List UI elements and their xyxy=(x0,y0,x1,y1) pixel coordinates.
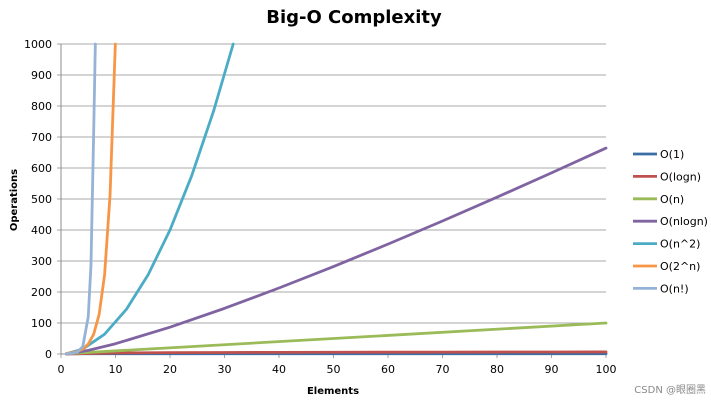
x-tick-label: 10 xyxy=(109,363,123,376)
legend-label-1: O(logn) xyxy=(660,170,701,183)
legend: O(1) O(logn) O(n) O(nlogn) O(n^2) O(2^n) O(n!) xyxy=(633,148,708,295)
y-axis-label: Operations xyxy=(9,169,20,231)
x-axis-label: Elements xyxy=(307,386,359,397)
series-line-2 xyxy=(65,321,608,356)
x-tick-label: 50 xyxy=(327,363,341,376)
axes xyxy=(57,43,607,358)
x-tick-label: 60 xyxy=(381,363,395,376)
x-tick-label: 30 xyxy=(218,363,232,376)
y-tick-label: 0 xyxy=(45,348,52,361)
y-tick-label: 600 xyxy=(31,162,52,175)
series-lines xyxy=(65,42,608,356)
y-tick-label: 700 xyxy=(31,131,52,144)
x-tick-label: 0 xyxy=(58,363,65,376)
legend-label-0: O(1) xyxy=(660,148,684,161)
legend-label-6: O(n!) xyxy=(660,282,689,295)
x-tick-label: 40 xyxy=(272,363,286,376)
chart-title: Big-O Complexity xyxy=(266,7,442,28)
x-tick-label: 100 xyxy=(596,363,617,376)
series-line-3 xyxy=(65,146,608,356)
x-tick-label: 20 xyxy=(163,363,177,376)
series-line-6 xyxy=(65,42,97,356)
legend-label-2: O(n) xyxy=(660,193,684,206)
legend-label-3: O(nlogn) xyxy=(660,215,708,228)
x-tick-label: 90 xyxy=(545,363,559,376)
watermark-text: CSDN @眼圈黑 xyxy=(634,384,706,396)
y-tick-label: 200 xyxy=(31,286,52,299)
y-tick-label: 400 xyxy=(31,224,52,237)
y-tick-label: 1000 xyxy=(24,38,52,51)
gridlines xyxy=(61,43,606,324)
y-tick-label: 500 xyxy=(31,193,52,206)
y-tick-label: 900 xyxy=(31,69,52,82)
legend-label-4: O(n^2) xyxy=(660,238,700,251)
x-tick-label: 80 xyxy=(490,363,504,376)
x-tick-label: 70 xyxy=(436,363,450,376)
y-tick-label: 800 xyxy=(31,100,52,113)
y-tick-label: 100 xyxy=(31,317,52,330)
y-tick-label: 300 xyxy=(31,255,52,268)
series-line-1 xyxy=(65,350,608,356)
series-line-4 xyxy=(65,42,235,356)
legend-label-5: O(2^n) xyxy=(660,260,700,273)
tick-labels: 0 100 200 300 400 500 600 700 800 900 1000 0 10 20 30 4… xyxy=(24,38,617,376)
